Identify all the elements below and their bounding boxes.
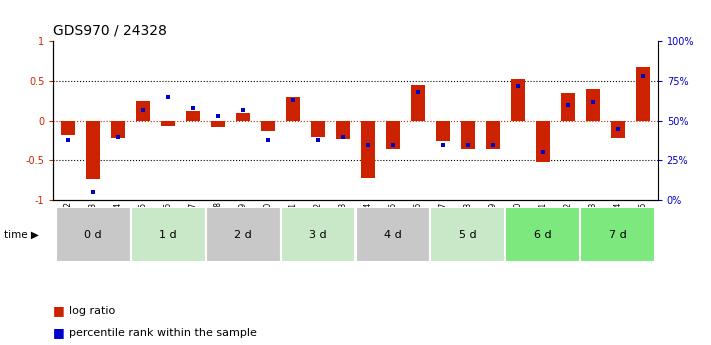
Bar xyxy=(236,113,250,121)
Bar xyxy=(506,207,580,262)
Bar xyxy=(386,121,400,148)
Bar xyxy=(411,85,424,121)
Text: GDS970 / 24328: GDS970 / 24328 xyxy=(53,24,167,38)
Bar xyxy=(205,207,281,262)
Text: 1 d: 1 d xyxy=(159,230,177,239)
Text: 2 d: 2 d xyxy=(234,230,252,239)
Bar xyxy=(161,121,175,126)
Text: ■: ■ xyxy=(53,326,65,339)
Bar xyxy=(461,121,475,148)
Bar xyxy=(536,121,550,162)
Bar xyxy=(281,207,356,262)
Bar xyxy=(131,207,205,262)
Bar xyxy=(611,121,624,138)
Text: ■: ■ xyxy=(53,304,65,317)
Text: 7 d: 7 d xyxy=(609,230,626,239)
Bar xyxy=(87,121,100,179)
Bar xyxy=(287,97,300,121)
Text: 6 d: 6 d xyxy=(534,230,552,239)
Bar xyxy=(211,121,225,127)
Text: time ▶: time ▶ xyxy=(4,230,38,239)
Bar xyxy=(336,121,350,139)
Text: 5 d: 5 d xyxy=(459,230,476,239)
Text: percentile rank within the sample: percentile rank within the sample xyxy=(69,328,257,338)
Bar xyxy=(311,121,325,137)
Bar xyxy=(112,121,125,138)
Text: 3 d: 3 d xyxy=(309,230,327,239)
Bar xyxy=(636,67,650,121)
Bar xyxy=(261,121,275,131)
Bar xyxy=(56,207,131,262)
Bar xyxy=(511,79,525,121)
Bar xyxy=(137,101,150,121)
Bar xyxy=(580,207,655,262)
Text: log ratio: log ratio xyxy=(69,306,115,315)
Bar xyxy=(586,89,599,121)
Bar xyxy=(361,121,375,178)
Bar xyxy=(486,121,500,148)
Bar xyxy=(356,207,430,262)
Bar xyxy=(186,111,200,121)
Bar xyxy=(436,121,450,141)
Bar xyxy=(561,93,574,121)
Bar xyxy=(61,121,75,135)
Text: 4 d: 4 d xyxy=(384,230,402,239)
Bar xyxy=(430,207,506,262)
Text: 0 d: 0 d xyxy=(85,230,102,239)
